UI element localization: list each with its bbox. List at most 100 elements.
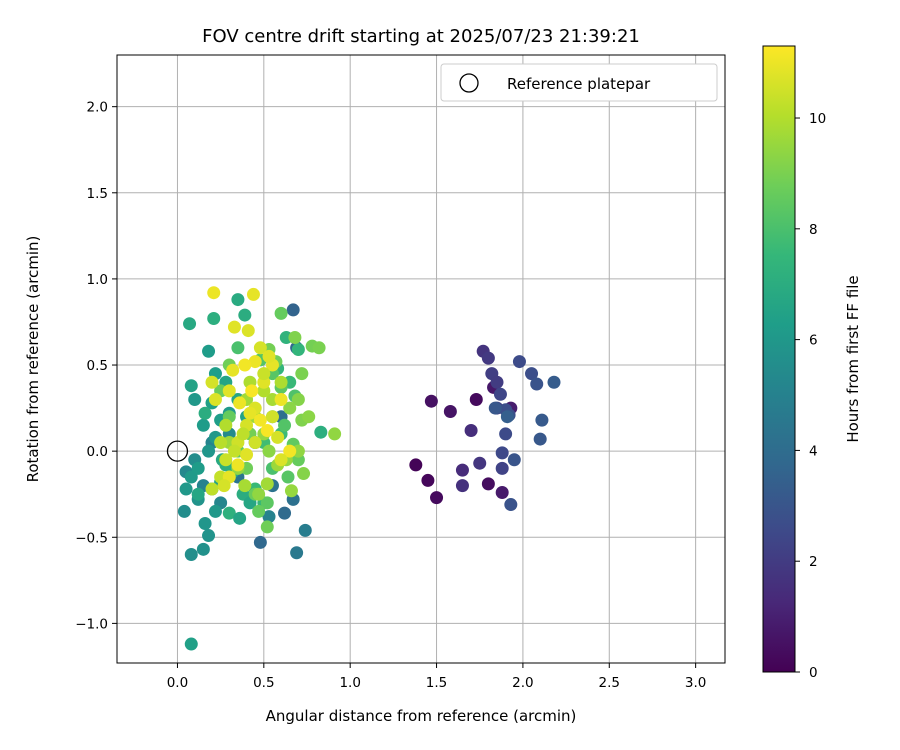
y-tick-label: 1.0 [87, 272, 108, 288]
data-point [222, 506, 236, 520]
data-point [191, 487, 205, 501]
y-tick-label: −0.5 [75, 530, 108, 546]
chart-title: FOV centre drift starting at 2025/07/23 … [202, 26, 640, 47]
data-point [286, 303, 300, 317]
data-point [274, 306, 288, 320]
data-point [238, 308, 252, 322]
data-point [260, 520, 274, 534]
y-axis-label: Rotation from reference (arcmin) [24, 236, 42, 483]
colorbar-label: Hours from first FF file [844, 275, 862, 442]
reference-platepar-marker [166, 440, 189, 462]
data-point [274, 453, 288, 467]
data-point [184, 379, 198, 393]
data-point [504, 498, 518, 512]
data-point [265, 410, 279, 424]
colorbar-tick-label: 6 [809, 333, 818, 349]
data-point [236, 427, 250, 441]
y-tick-label: 0.5 [87, 358, 108, 374]
data-point [421, 473, 435, 487]
x-axis-ticks: 0.0 0.5 1.0 1.5 2.0 2.5 3.0 [167, 663, 706, 691]
y-tick-label: 0.0 [87, 444, 108, 460]
data-point [314, 425, 328, 439]
data-point [205, 375, 219, 389]
data-point [262, 444, 276, 458]
data-point [283, 444, 297, 458]
data-point [481, 477, 495, 491]
data-point [495, 446, 509, 460]
data-point [328, 427, 342, 441]
data-point [241, 324, 255, 338]
x-tick-label: 3.0 [685, 675, 706, 691]
data-point [278, 418, 292, 432]
x-tick-label: 1.0 [339, 675, 360, 691]
data-point [512, 355, 526, 369]
x-tick-label: 2.5 [599, 675, 620, 691]
data-point [507, 453, 521, 467]
x-tick-label: 0.0 [167, 675, 188, 691]
data-point [262, 349, 276, 363]
data-point [198, 516, 212, 530]
data-point [217, 479, 231, 493]
y-axis-ticks: −1.0 −0.5 0.0 0.5 1.0 1.5 2.0 [75, 100, 117, 632]
data-point [490, 375, 504, 389]
x-axis-label: Angular distance from reference (arcmin) [266, 707, 577, 725]
data-point [252, 487, 266, 501]
data-point [260, 496, 274, 510]
data-point [253, 341, 267, 355]
data-point [500, 410, 514, 424]
y-tick-label: 2.0 [87, 100, 108, 116]
data-point [443, 405, 457, 419]
data-point [291, 343, 305, 357]
legend-reference-marker [459, 73, 479, 93]
data-point [207, 286, 221, 300]
data-point [525, 367, 539, 381]
data-point [262, 510, 276, 524]
y-tick-label: 1.5 [87, 186, 108, 202]
data-point [233, 396, 247, 410]
data-point [191, 461, 205, 475]
colorbar-ticks: 0 2 4 6 8 10 [795, 111, 826, 681]
data-point [243, 406, 257, 420]
data-point [288, 330, 302, 344]
data-point [530, 377, 544, 391]
data-point [547, 375, 561, 389]
data-point [246, 287, 260, 301]
data-point [222, 384, 236, 398]
data-point [196, 418, 210, 432]
data-points [177, 286, 561, 651]
data-point [409, 458, 423, 472]
data-point [284, 484, 298, 498]
data-point [214, 436, 228, 450]
data-point [298, 523, 312, 537]
data-point [231, 341, 245, 355]
data-point [278, 506, 292, 520]
data-point [464, 423, 478, 437]
data-point [240, 448, 254, 462]
data-point [295, 367, 309, 381]
x-tick-label: 1.5 [426, 675, 447, 691]
data-point [302, 410, 316, 424]
data-point [208, 392, 222, 406]
x-tick-label: 2.0 [512, 675, 533, 691]
data-point [257, 367, 271, 381]
data-point [430, 491, 444, 505]
data-point [260, 423, 274, 437]
colorbar-tick-label: 4 [809, 443, 818, 459]
data-point [253, 413, 267, 427]
data-point [208, 504, 222, 518]
data-point [297, 467, 311, 481]
grid-lines [117, 55, 725, 663]
colorbar-gradient [762, 45, 796, 673]
data-point [245, 384, 259, 398]
data-point [207, 312, 221, 326]
data-point [233, 511, 247, 525]
data-point [495, 485, 509, 499]
data-point [183, 317, 197, 331]
data-point [188, 392, 202, 406]
data-point [455, 463, 469, 477]
data-point [248, 355, 262, 369]
colorbar-tick-label: 8 [809, 222, 818, 238]
data-point [493, 387, 507, 401]
data-point [226, 363, 240, 377]
